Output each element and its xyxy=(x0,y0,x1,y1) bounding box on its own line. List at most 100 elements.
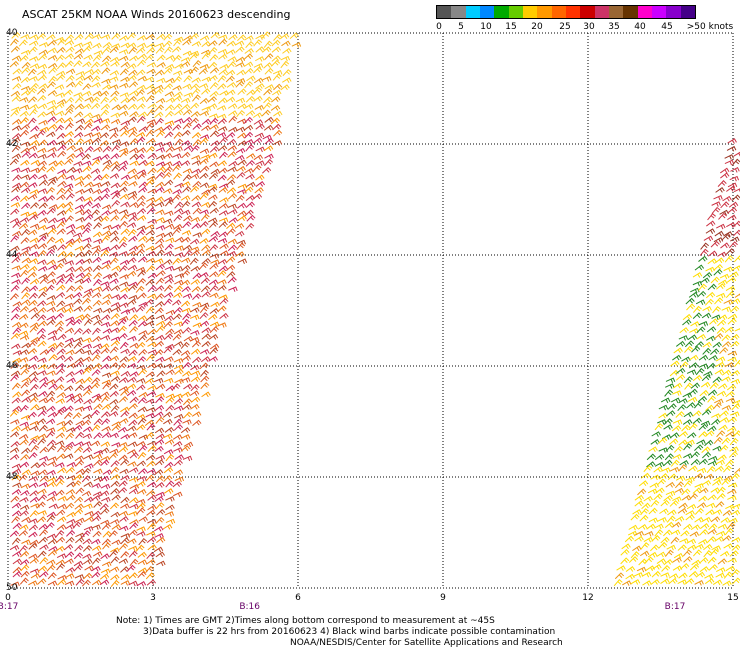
wind-barb xyxy=(100,34,111,40)
wind-barb xyxy=(110,574,120,581)
wind-barb xyxy=(163,259,173,265)
wind-barb xyxy=(57,444,66,453)
wind-barb xyxy=(75,314,85,320)
wind-barb xyxy=(46,186,55,195)
wind-barb xyxy=(47,39,57,47)
wind-barb xyxy=(235,126,246,133)
wind-barb xyxy=(163,33,173,41)
wind-barb xyxy=(84,463,94,469)
wind-barb xyxy=(136,136,146,144)
wind-barb xyxy=(81,530,91,538)
wind-barb xyxy=(235,61,245,68)
wind-barb xyxy=(91,158,101,167)
wind-barb xyxy=(181,230,192,236)
wind-barb xyxy=(137,571,147,579)
wind-barb xyxy=(11,306,21,313)
wind-barb xyxy=(192,59,202,68)
wind-barb xyxy=(190,384,200,392)
wind-barb xyxy=(696,333,706,340)
wind-barb xyxy=(81,313,91,321)
wind-barb xyxy=(665,383,675,389)
wind-barb xyxy=(145,122,155,130)
wind-barb xyxy=(111,164,121,172)
wind-barb xyxy=(147,440,157,447)
wind-barb xyxy=(20,490,30,496)
wind-barb xyxy=(191,77,201,83)
wind-barb xyxy=(208,334,219,340)
wind-barb xyxy=(209,307,219,315)
wind-barb xyxy=(135,285,145,293)
wind-barb xyxy=(717,251,727,258)
wind-barb xyxy=(128,245,139,252)
wind-barb xyxy=(190,330,200,336)
wind-barb xyxy=(155,46,165,54)
wind-barb xyxy=(209,145,219,153)
wind-barb xyxy=(705,430,715,437)
wind-barb xyxy=(714,369,725,375)
wind-barb xyxy=(65,272,75,279)
wind-barb xyxy=(55,489,65,497)
wind-barb xyxy=(84,516,95,522)
wind-barb xyxy=(55,545,65,552)
wind-barb xyxy=(92,231,103,238)
wind-barb xyxy=(182,361,192,369)
wind-barb xyxy=(190,216,201,223)
wind-barb xyxy=(694,543,704,550)
wind-barb xyxy=(218,217,229,223)
wind-barb xyxy=(227,56,237,62)
wind-barb xyxy=(137,278,147,286)
wind-barb xyxy=(227,61,237,69)
wind-barb xyxy=(208,74,218,81)
wind-barb xyxy=(218,202,229,209)
wind-barb xyxy=(111,294,121,300)
wind-barb xyxy=(128,488,139,495)
wind-barb xyxy=(82,426,93,433)
wind-barb xyxy=(237,159,247,166)
wind-barb xyxy=(11,125,22,131)
wind-barb xyxy=(28,580,38,587)
wind-barb xyxy=(687,396,698,403)
wind-barb xyxy=(46,259,56,266)
wind-barb xyxy=(83,503,93,509)
wind-barb xyxy=(118,35,129,41)
wind-barb xyxy=(720,517,730,523)
wind-barb xyxy=(717,523,728,530)
wind-barb xyxy=(200,375,210,383)
wind-barb xyxy=(100,334,111,341)
wind-barb xyxy=(261,76,272,82)
wind-barb xyxy=(272,123,282,131)
wind-barb xyxy=(46,99,57,106)
wind-barb xyxy=(127,116,137,123)
wind-barb xyxy=(664,549,674,557)
wind-barb xyxy=(163,449,174,455)
wind-barb xyxy=(100,507,110,515)
wind-barb xyxy=(74,446,84,454)
wind-barb xyxy=(65,432,75,440)
wind-barb xyxy=(153,546,164,553)
wind-barb xyxy=(73,341,83,349)
wind-barb xyxy=(164,439,175,445)
wind-barb xyxy=(128,510,138,517)
wind-barb xyxy=(208,200,218,208)
wind-barb xyxy=(669,438,679,445)
wind-barb xyxy=(129,138,139,145)
wind-barb xyxy=(137,269,147,277)
wind-barb xyxy=(93,215,104,222)
wind-barb xyxy=(119,193,129,200)
wind-barb xyxy=(110,480,120,488)
wind-barb xyxy=(164,511,175,517)
wind-barb xyxy=(102,469,113,476)
wind-barb xyxy=(227,276,237,284)
wind-barb xyxy=(12,68,22,75)
wind-barb xyxy=(147,544,157,551)
wind-barb xyxy=(174,252,184,258)
wind-barb xyxy=(47,411,58,418)
wind-barb xyxy=(201,249,211,256)
wind-barb xyxy=(74,80,84,88)
wind-barb xyxy=(12,391,22,398)
wind-barb xyxy=(164,277,175,284)
wind-barb xyxy=(198,83,209,89)
wind-barb xyxy=(57,180,67,187)
wind-barb xyxy=(253,39,263,47)
wind-barb xyxy=(192,180,202,188)
